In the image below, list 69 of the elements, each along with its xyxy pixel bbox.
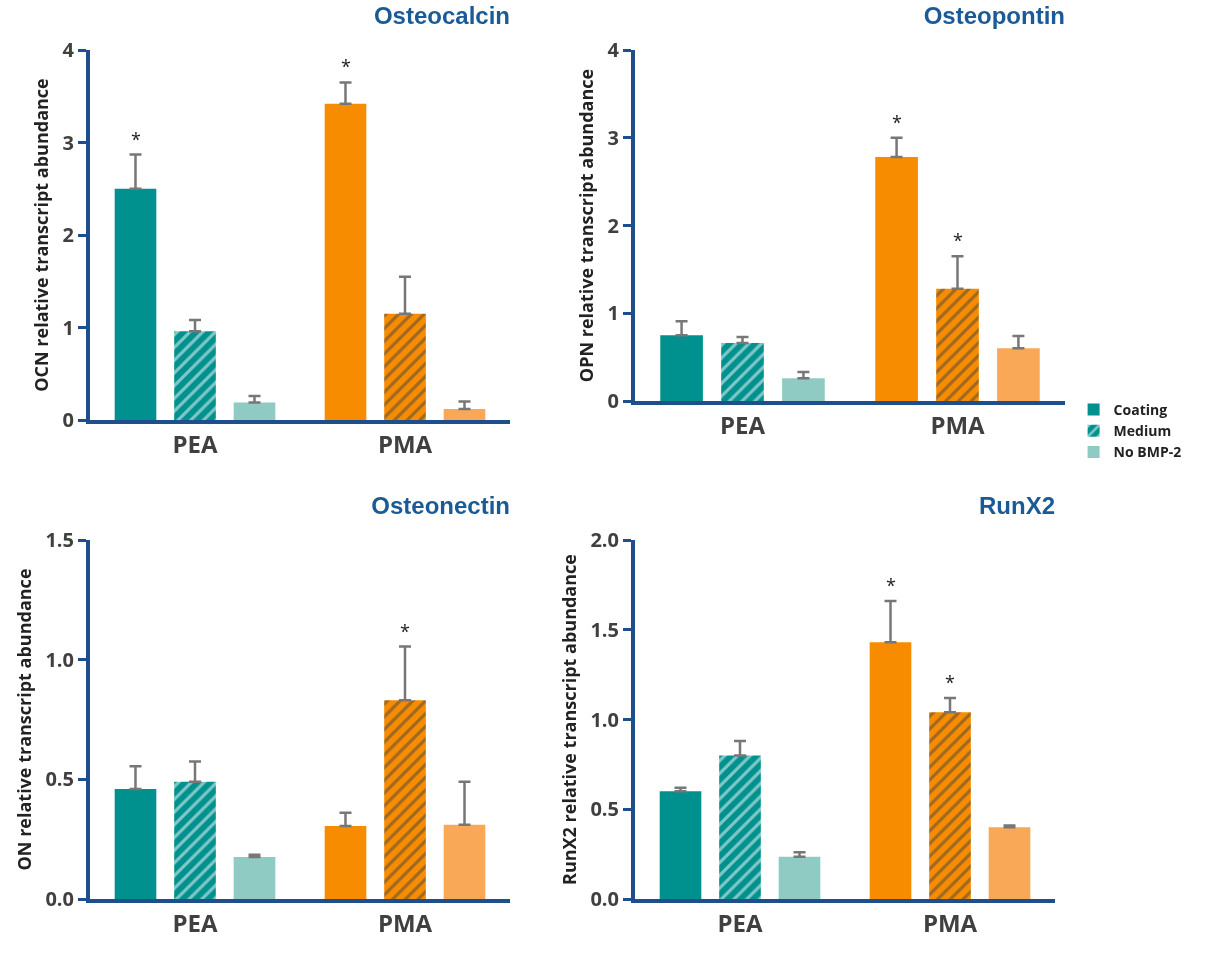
y-tick-label: 1.5 (45, 526, 74, 553)
bar (988, 827, 1031, 899)
y-axis-title: OPN relative transcript abundance (574, 68, 599, 383)
bar (659, 791, 702, 899)
y-tick-label: 1.0 (45, 645, 74, 673)
bar (721, 343, 764, 401)
chart-title: Osteopontin (923, 2, 1065, 29)
y-tick-label: 0.0 (45, 885, 74, 912)
bar (443, 824, 486, 899)
bar (233, 857, 276, 899)
y-tick-label: 0 (62, 406, 74, 433)
legend-label: Coating (1113, 400, 1168, 420)
chart-title: RunX2 (978, 491, 1055, 519)
y-tick-label: 0 (607, 387, 619, 414)
data-label: * (131, 127, 141, 151)
y-tick-label: 3 (62, 128, 74, 156)
y-tick-label: 2 (62, 221, 74, 248)
bar (778, 856, 821, 899)
bar (324, 103, 367, 420)
data-label: * (341, 54, 351, 78)
bar (174, 331, 216, 420)
y-tick-label: 0.5 (45, 765, 74, 793)
bar (719, 755, 761, 899)
y-tick-label: 0.0 (590, 885, 619, 912)
data-label: * (892, 110, 902, 134)
chart-title: Osteocalcin (373, 2, 510, 29)
x-tick-label: PMA (930, 407, 986, 441)
chart-title: Osteonectin (371, 491, 510, 519)
bar (875, 157, 918, 401)
x-tick-label: PEA (719, 407, 766, 441)
x-tick-label: PMA (377, 426, 433, 460)
y-tick-label: 2 (607, 211, 619, 239)
text: Medium (1113, 421, 1172, 441)
bar (660, 335, 703, 401)
data-label: * (953, 228, 963, 252)
bar (443, 408, 486, 420)
x-tick-label: PEA (172, 426, 218, 460)
bar (384, 700, 426, 899)
x-tick-label: PMA (377, 905, 433, 939)
y-tick-label: 4 (607, 36, 620, 63)
bar (114, 188, 157, 420)
legend-label: No BMP-2 (1113, 442, 1182, 462)
y-tick-label: 4 (62, 36, 75, 63)
bar (233, 402, 276, 420)
bar (997, 348, 1040, 401)
y-tick-label: 0.5 (590, 795, 619, 823)
bar (384, 313, 426, 420)
x-tick-label: PEA (717, 905, 763, 939)
y-axis-title: OCN relative transcript abundance (29, 78, 54, 392)
data-label: * (945, 670, 955, 694)
y-axis-title: ON relative transcript abundance (12, 568, 37, 871)
y-tick-label: 1.5 (590, 615, 619, 643)
bar (174, 781, 216, 899)
bar (782, 378, 825, 401)
bar (936, 288, 979, 401)
y-tick-label: 1 (62, 313, 74, 341)
bar (324, 826, 367, 899)
bar (929, 712, 971, 899)
y-axis-title: RunX2 relative transcript abundance (557, 554, 582, 885)
y-tick-label: 2.0 (590, 526, 619, 553)
bar (114, 788, 157, 899)
data-label: * (400, 619, 410, 643)
y-tick-label: 1.0 (590, 705, 619, 733)
y-tick-label: 1 (607, 299, 619, 327)
bar (869, 642, 912, 899)
data-label: * (886, 573, 896, 597)
y-tick-label: 3 (607, 123, 619, 151)
x-tick-label: PMA (922, 905, 978, 939)
x-tick-label: PEA (172, 905, 218, 939)
